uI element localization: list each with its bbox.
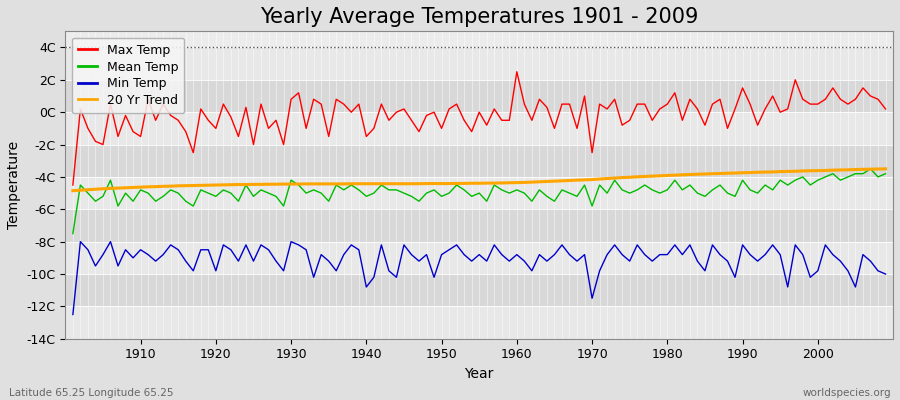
Text: Latitude 65.25 Longitude 65.25: Latitude 65.25 Longitude 65.25 <box>9 388 174 398</box>
Bar <box>66 274 893 306</box>
Title: Yearly Average Temperatures 1901 - 2009: Yearly Average Temperatures 1901 - 2009 <box>260 7 698 27</box>
Bar <box>66 144 893 177</box>
X-axis label: Year: Year <box>464 367 494 381</box>
Bar <box>66 209 893 242</box>
Bar <box>66 306 893 339</box>
Bar <box>66 80 893 112</box>
Bar <box>66 242 893 274</box>
Legend: Max Temp, Mean Temp, Min Temp, 20 Yr Trend: Max Temp, Mean Temp, Min Temp, 20 Yr Tre… <box>72 38 184 113</box>
Bar <box>66 48 893 80</box>
Text: worldspecies.org: worldspecies.org <box>803 388 891 398</box>
Bar <box>66 177 893 209</box>
Y-axis label: Temperature: Temperature <box>7 141 21 229</box>
Bar <box>66 112 893 144</box>
